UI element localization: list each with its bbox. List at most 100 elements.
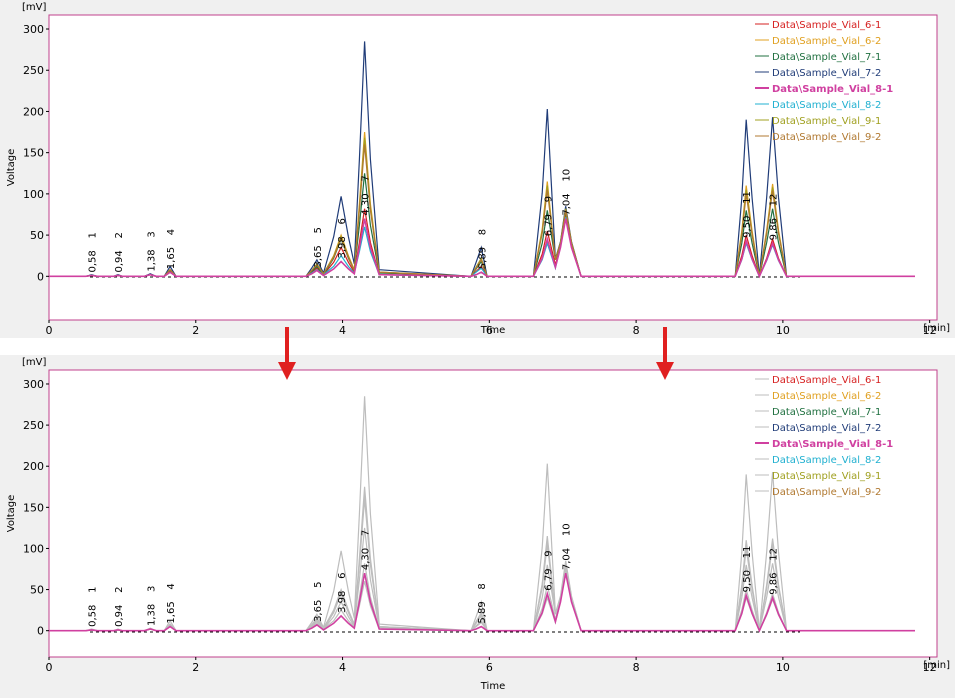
- peak-time: 9,86: [769, 573, 780, 595]
- x-tick-label: 6: [486, 661, 493, 674]
- peak-number: 9: [543, 550, 554, 556]
- y-axis-label: Voltage: [6, 495, 17, 533]
- y-tick-label: 300: [23, 23, 44, 36]
- series-line: [49, 572, 915, 633]
- plot-area: [48, 369, 938, 658]
- peak-time: 3,98: [337, 236, 348, 258]
- peak-time: 9,50: [742, 216, 753, 238]
- peak-number: 6: [337, 218, 348, 224]
- peak-time: 7,04: [562, 548, 573, 570]
- x-tick-label: 2: [192, 661, 199, 674]
- peak-time: 0,94: [114, 605, 125, 627]
- x-axis-label: Time: [480, 325, 505, 336]
- y-tick-label: 50: [30, 584, 44, 597]
- peak-number: 4: [166, 229, 177, 235]
- peak-number: 10: [562, 169, 573, 182]
- peak-time: 3,65: [313, 600, 324, 622]
- peak-number: 2: [114, 232, 125, 238]
- y-tick-label: 50: [30, 229, 44, 242]
- peak-number: 6: [337, 573, 348, 579]
- legend-label: Data\Sample_Vial_8-2: [772, 100, 881, 111]
- y-tick-label: 300: [23, 378, 44, 391]
- peak-number: 8: [477, 229, 488, 235]
- peak-time: 3,98: [337, 591, 348, 613]
- legend-label: Data\Sample_Vial_8-2: [772, 455, 881, 466]
- legend-label: Data\Sample_Vial_9-2: [772, 132, 881, 143]
- arrow: [656, 327, 674, 380]
- y-tick-label: 0: [37, 625, 44, 638]
- legend-label: Data\Sample_Vial_7-1: [772, 52, 881, 63]
- peak-number: 2: [114, 586, 125, 592]
- peak-number: 11: [742, 546, 753, 559]
- series-line: [49, 218, 915, 279]
- legend-label: Data\Sample_Vial_9-1: [772, 116, 881, 127]
- legend-label: Data\Sample_Vial_6-2: [772, 36, 881, 47]
- legend-label: Data\Sample_Vial_7-1: [772, 407, 881, 418]
- peak-time: 9,86: [769, 218, 780, 240]
- x-tick-label: 4: [339, 324, 346, 337]
- legend-label: Data\Sample_Vial_9-2: [772, 487, 881, 498]
- peak-time: 7,04: [562, 193, 573, 215]
- peak-time: 0,58: [88, 250, 99, 272]
- peak-time: 6,79: [543, 214, 554, 236]
- legend-label: Data\Sample_Vial_6-1: [772, 375, 881, 386]
- peak-number: 1: [88, 586, 99, 592]
- peak-number: 9: [543, 196, 554, 202]
- legend-label: Data\Sample_Vial_9-1: [772, 471, 881, 482]
- x-tick-label: 10: [776, 324, 790, 337]
- peak-number: 5: [313, 582, 324, 588]
- peak-number: 4: [166, 583, 177, 589]
- y-tick-label: 250: [23, 64, 44, 77]
- arrow: [278, 327, 296, 380]
- peak-time: 1,38: [146, 249, 157, 271]
- y-axis-label: Voltage: [6, 149, 17, 187]
- x-tick-label: 8: [633, 661, 640, 674]
- peak-time: 4,30: [361, 548, 372, 570]
- x-tick-label: 8: [633, 324, 640, 337]
- y-tick-label: 150: [23, 147, 44, 160]
- plot-area: [48, 14, 938, 321]
- legend-label: Data\Sample_Vial_6-1: [772, 20, 881, 31]
- peak-number: 1: [88, 232, 99, 238]
- y-tick-label: 100: [23, 542, 44, 555]
- y-tick-label: 200: [23, 460, 44, 473]
- peak-number: 11: [742, 191, 753, 204]
- peak-number: 5: [313, 227, 324, 233]
- x-tick-label: 12: [923, 661, 937, 674]
- legend-label: Data\Sample_Vial_8-1: [772, 84, 893, 95]
- y-axis-unit: [mV]: [22, 357, 46, 368]
- legend-label: Data\Sample_Vial_7-2: [772, 68, 881, 79]
- peak-time: 4,30: [361, 193, 372, 215]
- peak-number: 10: [562, 523, 573, 536]
- peak-time: 5,89: [477, 601, 488, 623]
- peak-number: 7: [361, 530, 372, 536]
- peak-time: 5,89: [477, 247, 488, 269]
- x-axis-unit: [min]: [923, 323, 950, 334]
- y-tick-label: 0: [37, 270, 44, 283]
- x-tick-label: 2: [192, 324, 199, 337]
- y-tick-label: 150: [23, 501, 44, 514]
- peak-number: 7: [361, 175, 372, 181]
- legend-label: Data\Sample_Vial_8-1: [772, 439, 893, 450]
- x-axis-label: Time: [480, 681, 505, 692]
- peak-time: 1,65: [166, 247, 177, 269]
- x-axis-unit: [min]: [923, 660, 950, 671]
- y-tick-label: 250: [23, 419, 44, 432]
- peak-number: 8: [477, 583, 488, 589]
- x-tick-label: 0: [46, 324, 53, 337]
- legend-label: Data\Sample_Vial_7-2: [772, 423, 881, 434]
- peak-time: 1,65: [166, 601, 177, 623]
- legend-label: Data\Sample_Vial_6-2: [772, 391, 881, 402]
- y-axis-unit: [mV]: [22, 2, 46, 13]
- peak-time: 3,65: [313, 245, 324, 267]
- y-tick-label: 200: [23, 105, 44, 118]
- peak-time: 6,79: [543, 568, 554, 590]
- peak-time: 1,38: [146, 604, 157, 626]
- x-tick-label: 12: [923, 324, 937, 337]
- peak-number: 3: [146, 231, 157, 237]
- y-tick-label: 100: [23, 188, 44, 201]
- peak-time: 9,50: [742, 570, 753, 592]
- x-tick-label: 0: [46, 661, 53, 674]
